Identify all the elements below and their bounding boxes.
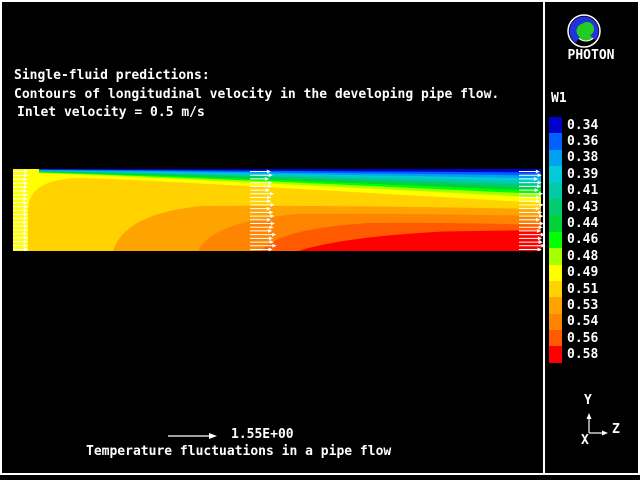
legend-value: 0.38 xyxy=(567,150,599,166)
legend-row: 0.54 xyxy=(549,313,599,331)
legend-swatch xyxy=(549,231,562,249)
legend-swatch xyxy=(549,182,562,199)
legend-value: 0.51 xyxy=(567,281,599,297)
legend-swatch xyxy=(549,248,562,265)
vector-scale-value: 1.55E+00 xyxy=(231,427,294,442)
legend-row: 0.44 xyxy=(549,215,599,232)
legend-row: 0.48 xyxy=(549,248,599,265)
legend-title: W1 xyxy=(551,91,567,106)
case-title: Temperature fluctuations in a pipe flow xyxy=(86,444,392,459)
legend-row: 0.51 xyxy=(549,280,599,298)
legend-row: 0.41 xyxy=(549,182,599,199)
axis-label-x: X xyxy=(581,433,589,448)
axis-label-y: Y xyxy=(584,393,592,408)
title-line-1: Single-fluid predictions: xyxy=(14,68,210,83)
inlet-velocity-label: Inlet velocity = 0.5 m/s xyxy=(17,105,205,120)
legend-swatch xyxy=(549,198,562,216)
legend-value: 0.48 xyxy=(567,248,599,264)
legend-row: 0.46 xyxy=(549,231,599,249)
legend-value: 0.43 xyxy=(567,199,599,215)
legend-value: 0.58 xyxy=(567,347,599,363)
legend-row: 0.53 xyxy=(549,297,599,314)
legend-swatch xyxy=(549,149,562,167)
legend-value: 0.39 xyxy=(567,166,599,182)
legend-value: 0.36 xyxy=(567,134,599,150)
legend-swatch xyxy=(549,330,562,347)
legend-swatch xyxy=(549,215,562,232)
legend-swatch xyxy=(549,133,562,150)
legend-value: 0.49 xyxy=(567,265,599,281)
legend-row: 0.34 xyxy=(549,117,599,134)
title-line-2: Contours of longitudinal velocity in the… xyxy=(14,87,500,102)
legend-swatch xyxy=(549,117,562,134)
axis-label-z: Z xyxy=(612,422,620,437)
color-legend: 0.34 0.36 0.38 0.39 0.41 0.43 0.44 0.46 0.48 0.49… xyxy=(549,117,598,363)
legend-value: 0.46 xyxy=(567,232,599,248)
legend-swatch xyxy=(549,313,562,331)
legend-swatch xyxy=(549,264,562,281)
legend-swatch xyxy=(549,297,562,314)
legend-row: 0.58 xyxy=(549,346,599,363)
legend-swatch xyxy=(549,346,562,363)
legend-row: 0.43 xyxy=(549,198,599,216)
legend-row: 0.36 xyxy=(549,133,599,150)
legend-value: 0.56 xyxy=(567,330,599,346)
legend-value: 0.54 xyxy=(567,314,599,330)
logo-wordmark: PHOTON xyxy=(567,48,615,63)
legend-row: 0.38 xyxy=(549,149,599,167)
legend-row: 0.49 xyxy=(549,264,599,281)
legend-row: 0.56 xyxy=(549,330,599,347)
legend-row: 0.39 xyxy=(549,166,599,183)
legend-value: 0.41 xyxy=(567,183,599,199)
legend-value: 0.53 xyxy=(567,297,599,313)
photon-logo-icon xyxy=(567,14,601,48)
sidebar-divider xyxy=(543,2,545,473)
legend-value: 0.44 xyxy=(567,216,599,232)
legend-swatch xyxy=(549,166,562,183)
legend-swatch xyxy=(549,280,562,298)
legend-value: 0.34 xyxy=(567,117,599,133)
